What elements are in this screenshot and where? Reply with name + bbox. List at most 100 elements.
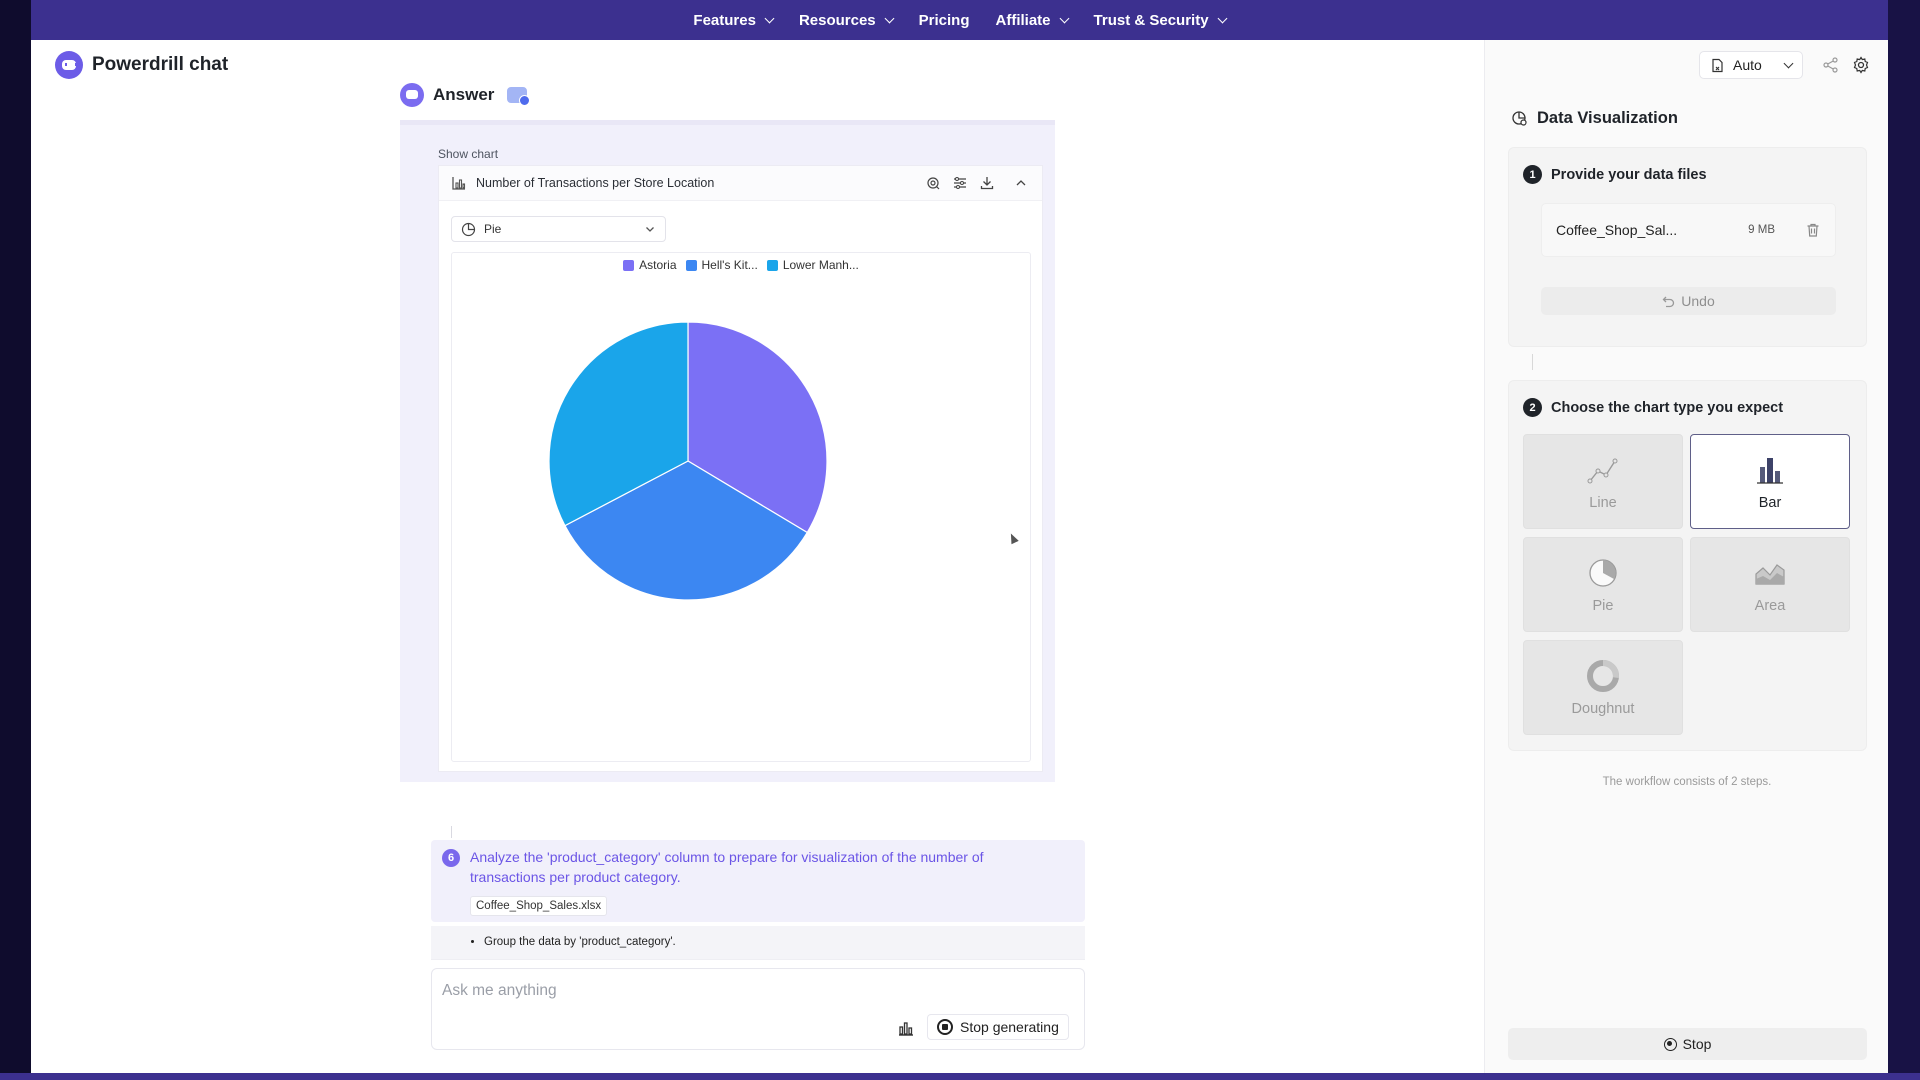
document-icon [1712,58,1723,72]
nav-trust-security[interactable]: Trust & Security [1093,11,1228,29]
step-1-label: Provide your data files [1551,166,1707,183]
bar-chart-icon [1757,457,1783,484]
panel-header: Data Visualization [1511,109,1678,128]
step-1-header: 1 Provide your data files [1523,165,1707,184]
step-6-text: Analyze the 'product_category' column to… [470,849,984,885]
step-2-header: 2 Choose the chart type you expect [1523,398,1783,417]
trash-icon[interactable] [1805,222,1821,238]
data-visualization-icon [1512,111,1527,126]
undo-label: Undo [1681,293,1715,309]
powerdrill-logo-icon [55,51,83,79]
line-chart-icon [1587,458,1618,483]
chevron-down-icon [1783,58,1794,68]
brand[interactable]: Powerdrill chat [55,51,228,79]
pie-chart-icon [1589,558,1617,587]
answer-header: Answer [400,83,531,107]
chart-type-doughnut[interactable]: Doughnut [1523,640,1683,735]
nav-pricing[interactable]: Pricing [919,12,970,29]
chart-type-doughnut-label: Doughnut [1571,700,1635,717]
nav-affiliate[interactable]: Affiliate [995,11,1069,29]
legend-item[interactable]: Hell's Kit... [685,258,758,272]
step-1-number: 1 [1523,165,1542,184]
top-nav: Features Resources Pricing Affiliate Tru… [31,0,1888,40]
chart-type-line[interactable]: Line [1523,434,1683,529]
chart-type-value: Pie [484,222,502,236]
step-6-number: 6 [442,849,460,867]
show-chart-label: Show chart [438,147,499,161]
chevron-down-icon [1059,13,1069,23]
data-visualization-panel: Auto Data Visualization 1 Provide your d… [1484,40,1888,1073]
gear-icon[interactable] [1852,56,1870,74]
step-connector [451,826,452,838]
legend-label: Lower Manh... [782,258,859,272]
screen-edge [0,0,31,1080]
mode-value: Auto [1733,57,1762,73]
nav-trust-label: Trust & Security [1093,11,1209,29]
nav-features[interactable]: Features [693,12,775,29]
mode-select[interactable]: Auto [1699,51,1803,79]
bot-avatar-icon [400,83,424,107]
step-2-label: Choose the chart type you expect [1551,399,1784,416]
chart-type-bar[interactable]: Bar [1690,434,1850,529]
pie-chart: Astoria Hell's Kit... Lower Manh... [451,252,1031,762]
workflow-note: The workflow consists of 2 steps. [1602,776,1772,788]
pie-slice[interactable] [564,460,809,601]
screen-edge-bottom [0,1073,1920,1080]
area-chart-icon [1755,563,1785,585]
nav-resources[interactable]: Resources [798,11,895,29]
collapse-icon[interactable] [1012,174,1030,192]
chart-toggle-icon[interactable] [897,1019,915,1037]
step-connector [1532,354,1533,370]
stop-generating-label: Stop generating [960,1019,1059,1035]
app-title: Powerdrill chat [92,54,229,75]
chevron-down-icon [884,13,895,23]
chat-input-box: Stop generating [431,968,1085,1050]
stop-button[interactable]: Stop [1508,1028,1867,1060]
legend-swatch [623,259,635,271]
chart-type-area[interactable]: Area [1690,537,1850,632]
legend-label: Astoria [639,258,677,272]
chart-type-pie-label: Pie [1592,597,1614,614]
share-icon[interactable] [1822,56,1840,74]
chart-type-select[interactable]: Pie [451,216,666,242]
legend-item[interactable]: Astoria [623,258,677,272]
legend-label: Hell's Kit... [701,258,758,272]
chart-card: Number of Transactions per Store Locatio… [438,165,1043,772]
legend-item[interactable]: Lower Manh... [766,258,859,272]
undo-icon [1662,296,1675,307]
stop-icon [937,1019,953,1035]
pie-slice[interactable] [548,321,689,527]
answer-label: Answer [433,85,495,104]
pie-chart-svg [548,321,828,601]
chart-legend: Astoria Hell's Kit... Lower Manh... [452,258,1030,272]
chevron-down-icon [646,227,654,232]
sliders-icon[interactable] [951,174,969,192]
nav-resources-label: Resources [798,11,876,29]
chevron-down-icon [764,13,775,23]
panel-title: Data Visualization [1537,109,1678,127]
chart-type-bar-label: Bar [1758,494,1782,511]
step-2-card: 2 Choose the chart type you expect Line … [1508,380,1867,751]
datasource-icon[interactable] [507,87,531,106]
stop-label: Stop [1682,1036,1712,1052]
chart-title: Number of Transactions per Store Locatio… [476,176,715,190]
chart-settings-icon[interactable] [924,174,942,192]
step-6-file-chip[interactable]: Coffee_Shop_Sales.xlsx [470,896,608,916]
step-1-card: 1 Provide your data files Coffee_Shop_Sa… [1508,147,1867,347]
stop-icon [1663,1037,1677,1051]
chart-toolbar: Number of Transactions per Store Locatio… [439,166,1042,201]
chart-type-area-label: Area [1754,597,1786,614]
chat-input[interactable] [442,979,1062,1003]
stop-generating-button[interactable]: Stop generating [927,1014,1069,1040]
nav-affiliate-label: Affiliate [995,11,1051,29]
nav-pricing-label: Pricing [918,11,970,29]
undo-button[interactable]: Undo [1541,287,1836,315]
data-file-item: Coffee_Shop_Sal... 9 MB [1541,203,1836,257]
pie-slice[interactable] [687,321,828,534]
download-icon[interactable] [978,174,996,192]
chevron-down-icon [1217,13,1228,23]
legend-swatch [685,259,697,271]
step-2-number: 2 [1523,398,1542,417]
step-6-details: Group the data by 'product_category'. [431,926,1085,960]
chart-type-pie[interactable]: Pie [1523,537,1683,632]
